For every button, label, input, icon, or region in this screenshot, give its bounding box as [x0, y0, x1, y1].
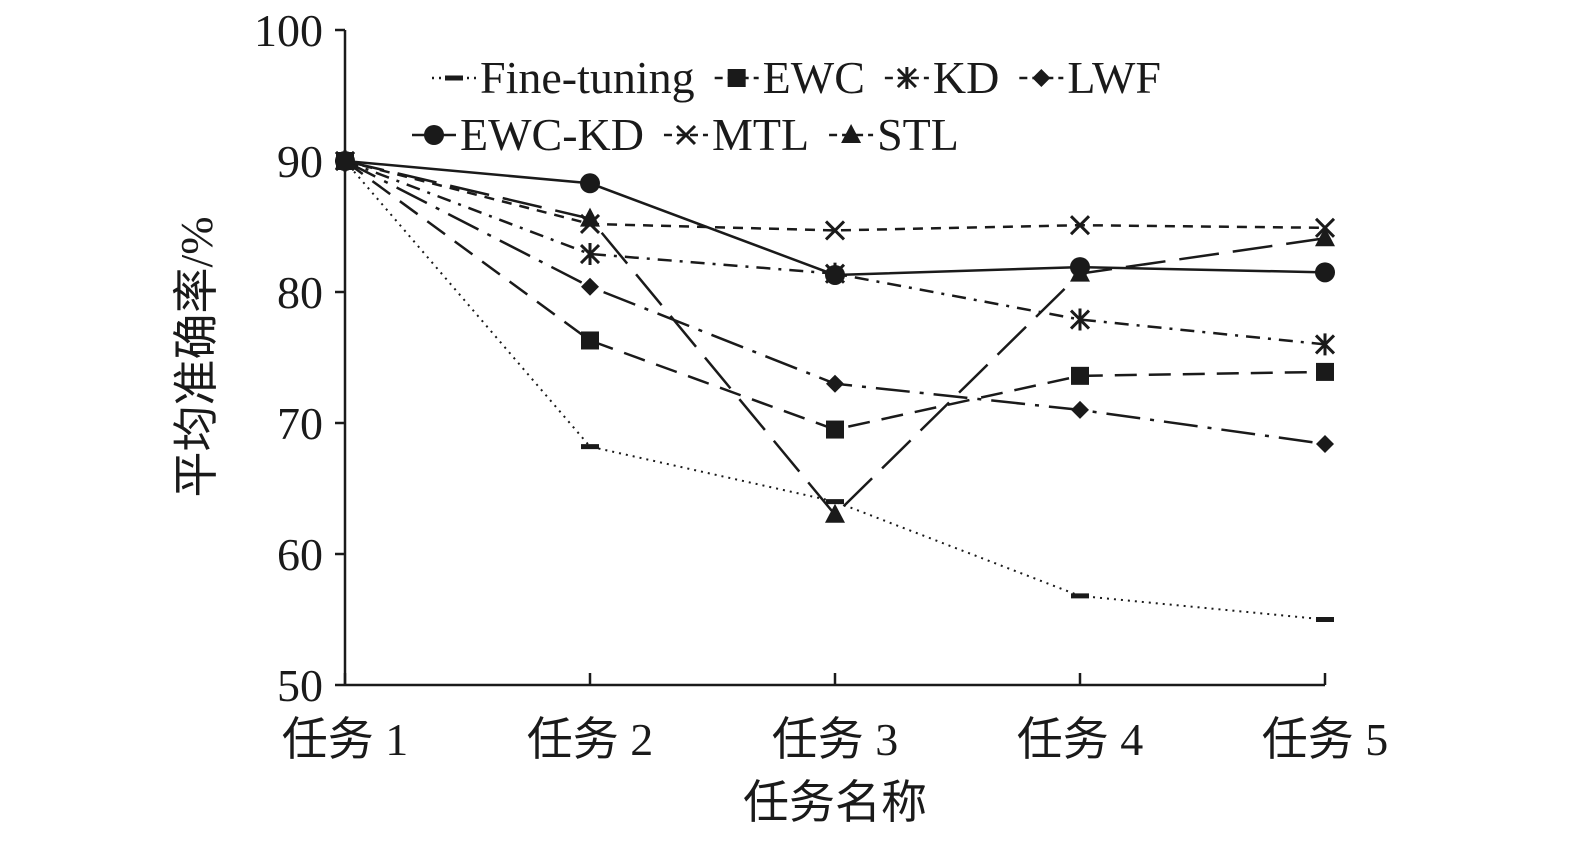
series-line	[344, 159, 1326, 446]
series-lwf	[336, 152, 1334, 453]
legend-label: EWC	[763, 52, 865, 103]
data-point	[581, 331, 599, 350]
legend-marker	[1032, 69, 1051, 87]
y-tick-label: 60	[277, 529, 323, 580]
data-point	[580, 207, 600, 227]
x-tick-label: 任务 3	[772, 714, 899, 765]
legend-label: LWF	[1067, 52, 1161, 103]
data-point	[825, 264, 845, 285]
data-point	[580, 173, 600, 194]
series-kd	[334, 150, 1336, 356]
data-point	[824, 220, 846, 241]
x-tick-label: 任务 1	[282, 714, 409, 765]
legend-marker	[841, 124, 862, 143]
legend-item: KD	[884, 52, 999, 103]
legend-label: MTL	[712, 109, 809, 160]
data-point	[1314, 333, 1336, 356]
legend-marker	[424, 125, 444, 145]
y-tick-label: 50	[277, 660, 323, 711]
legend-item: STL	[829, 109, 959, 160]
legend-label: STL	[877, 109, 959, 160]
y-tick-label: 100	[254, 5, 323, 56]
data-point	[825, 503, 845, 523]
legend: Fine-tuning EWC KD LWF EWC-KD MTL STL	[412, 52, 1161, 160]
x-axis-title: 任务名称	[743, 777, 927, 828]
x-ticks: 任务 1 任务 2 任务 3 任务 4 任务 5	[282, 673, 1389, 765]
series-lines	[334, 150, 1336, 622]
legend-marker	[675, 124, 697, 146]
series-line	[344, 159, 1326, 232]
data-point	[1071, 400, 1089, 419]
data-point	[1069, 308, 1091, 331]
data-point	[1315, 262, 1335, 283]
y-ticks: 50 60 70 80 90 100	[254, 5, 345, 711]
series-line	[344, 159, 1326, 346]
legend-label: KD	[933, 52, 999, 103]
legend-marker	[727, 69, 746, 87]
legend-item: EWC	[714, 52, 865, 103]
x-tick-label: 任务 4	[1017, 714, 1144, 765]
y-tick-label: 90	[277, 136, 323, 187]
legend-item: EWC-KD	[412, 109, 644, 160]
data-point	[1070, 262, 1090, 282]
series-line	[344, 159, 1326, 277]
legend-marker	[896, 67, 917, 89]
series-mtl	[334, 150, 1336, 241]
legend-label: Fine-tuning	[480, 52, 695, 103]
series-line	[344, 159, 1326, 517]
data-point	[335, 150, 355, 169]
data-point	[826, 420, 844, 439]
legend-item: Fine-tuning	[432, 52, 695, 103]
x-tick-label: 任务 5	[1262, 714, 1389, 765]
x-tick-label: 任务 2	[527, 714, 654, 765]
data-point	[826, 374, 844, 393]
series-stl	[335, 150, 1335, 523]
data-point	[581, 277, 599, 296]
y-axis-title: 平均准确率/%	[171, 216, 222, 497]
legend-item: MTL	[663, 109, 809, 160]
y-tick-label: 70	[277, 398, 323, 449]
legend-label: EWC-KD	[460, 109, 644, 160]
data-point	[1315, 227, 1335, 247]
y-tick-label: 80	[277, 267, 323, 318]
data-point	[1069, 215, 1091, 236]
legend-item: LWF	[1019, 52, 1161, 103]
data-point	[579, 243, 601, 266]
data-point	[1316, 434, 1334, 453]
data-point	[1071, 366, 1089, 385]
data-point	[1316, 362, 1334, 381]
